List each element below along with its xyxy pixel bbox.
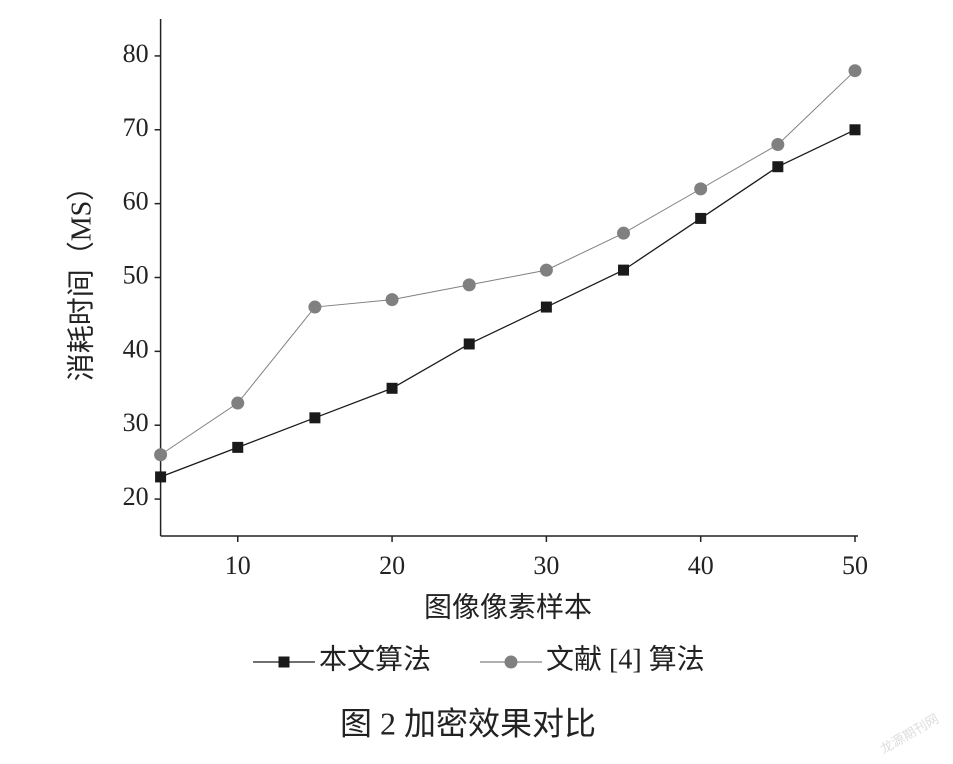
x-tick-label: 50 (842, 551, 868, 580)
marker (618, 264, 630, 276)
series-line (160, 129, 856, 478)
marker (771, 138, 785, 152)
x-tick-label: 10 (225, 551, 251, 580)
x-tick-label: 20 (379, 551, 405, 580)
marker (772, 161, 784, 173)
y-tick-label: 50 (123, 260, 149, 289)
marker (232, 441, 244, 453)
marker (308, 300, 322, 314)
x-tick-label: 30 (533, 551, 559, 580)
y-tick-label: 80 (123, 39, 149, 68)
marker (386, 382, 398, 394)
x-tick-label: 40 (688, 551, 714, 580)
marker (848, 64, 862, 78)
y-tick-label: 20 (123, 482, 149, 511)
y-tick-label: 40 (123, 334, 149, 363)
series-line (160, 70, 856, 456)
marker (155, 471, 167, 483)
marker (309, 412, 321, 424)
x-axis-label: 图像像素样本 (424, 591, 592, 623)
y-axis-label: 消耗时间（MS） (65, 173, 97, 381)
legend-label: 本文算法 (319, 643, 431, 675)
marker (462, 278, 476, 292)
marker (463, 338, 475, 350)
y-tick-label: 30 (123, 408, 149, 437)
y-tick-label: 70 (123, 113, 149, 142)
caption: 图 2 加密效果对比 (340, 705, 596, 741)
marker (385, 293, 399, 307)
marker (154, 448, 168, 462)
legend-marker (504, 655, 518, 669)
marker (231, 396, 245, 410)
legend-label: 文献 [4] 算法 (546, 643, 705, 675)
y-tick-label: 60 (123, 187, 149, 216)
marker (849, 124, 861, 136)
marker (540, 301, 552, 313)
marker (695, 212, 707, 224)
legend-marker (278, 656, 290, 668)
watermark: 龙源期刊网 (877, 711, 941, 756)
marker (617, 226, 631, 240)
marker (539, 263, 553, 277)
marker (694, 182, 708, 196)
